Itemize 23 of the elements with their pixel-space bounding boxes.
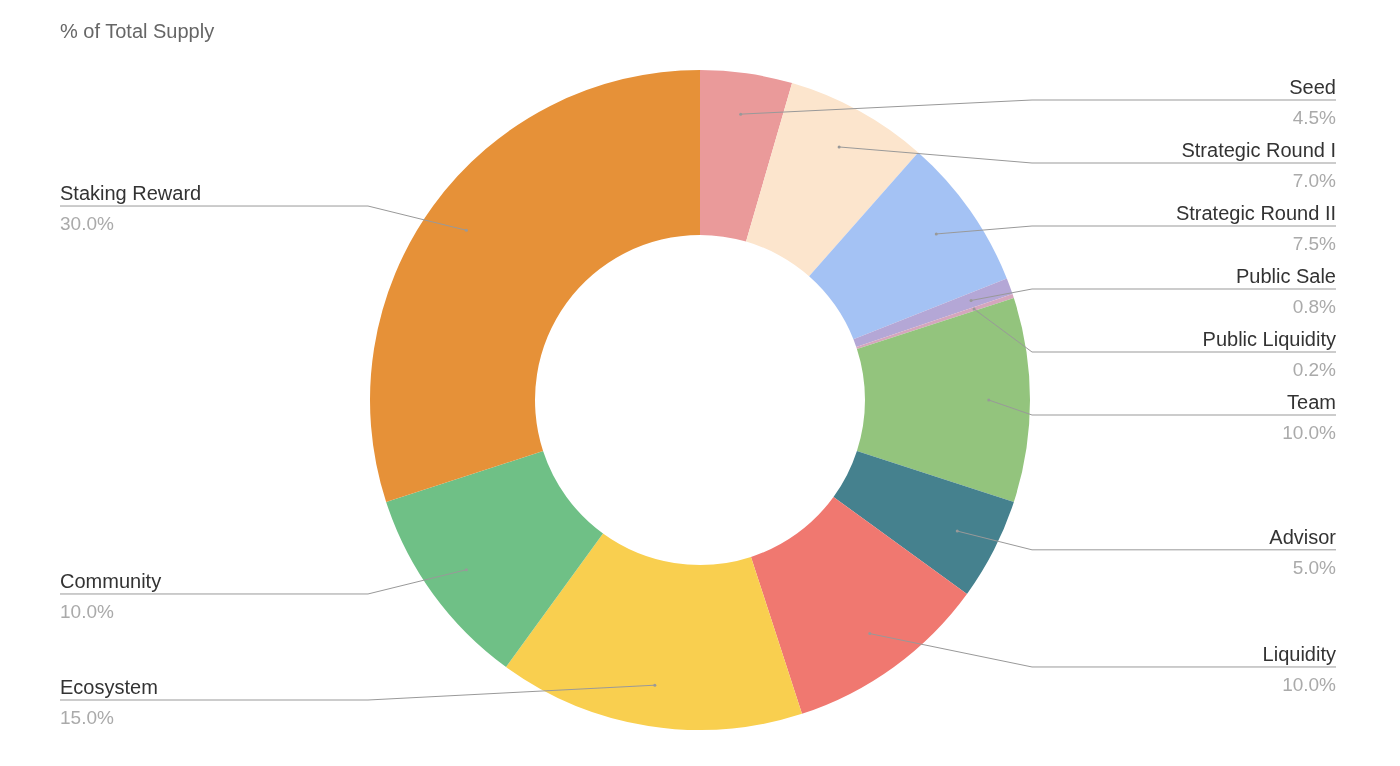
data-label: 10.0% [1282, 673, 1337, 695]
data-label: 5.0% [1292, 556, 1337, 578]
slice-label: Ecosystem [60, 676, 158, 698]
slice-label: Strategic Round I [1181, 139, 1336, 161]
data-label: 15.0% [60, 707, 114, 728]
slice-label: Seed [1289, 76, 1336, 98]
slice-label: Liquidity [1262, 642, 1336, 665]
slice-label: Strategic Round II [1175, 202, 1336, 224]
data-label: 30.0% [60, 213, 114, 235]
slice-label: Team [1287, 391, 1336, 413]
slice-label: Advisor [1269, 525, 1337, 548]
data-label: 10.0% [60, 600, 114, 622]
data-label: 4.5% [1292, 107, 1337, 128]
data-label: 0.2% [1292, 359, 1337, 380]
slice-label: Staking Reward [60, 182, 202, 205]
slice-label: Community [60, 569, 162, 592]
data-label: 7.5% [1292, 233, 1337, 254]
data-label: 10.0% [1282, 422, 1337, 443]
slice-label: Public Liquidity [1202, 328, 1336, 350]
data-label: 7.0% [1292, 170, 1337, 191]
chart-title: % of Total Supply [60, 20, 215, 43]
data-label: 0.8% [1292, 296, 1337, 317]
slice-label: Public Sale [1235, 265, 1336, 287]
